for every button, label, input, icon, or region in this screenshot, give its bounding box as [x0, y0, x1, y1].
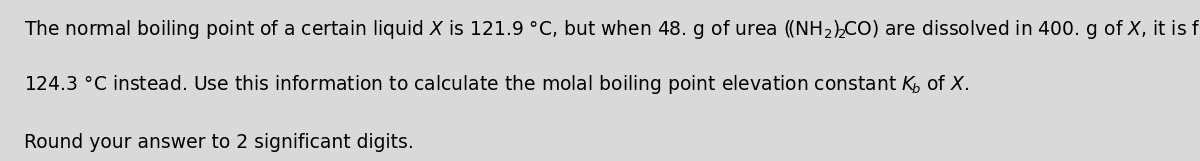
Text: 124.3 °C instead. Use this information to calculate the molal boiling point elev: 124.3 °C instead. Use this information t…	[24, 73, 970, 96]
Text: Round your answer to 2 significant digits.: Round your answer to 2 significant digit…	[24, 133, 414, 152]
Text: The normal boiling point of a certain liquid $\mathit{X}$ is 121.9 °C, but when : The normal boiling point of a certain li…	[24, 18, 1200, 41]
